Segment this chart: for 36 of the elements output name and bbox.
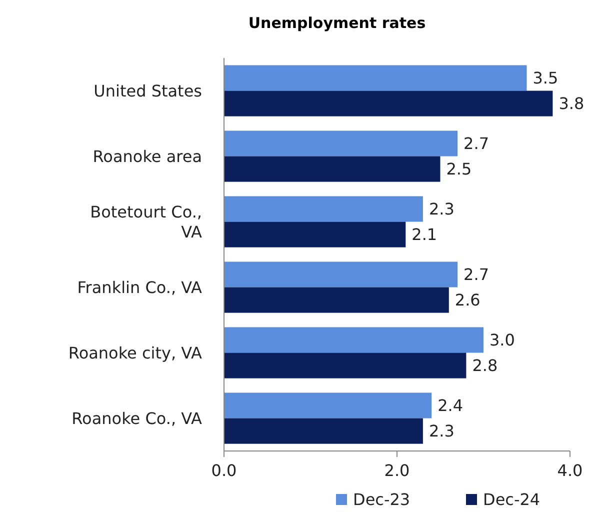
x-tick-label: 0.0 [211,461,237,480]
x-tick-label: 2.0 [384,461,410,480]
bar [224,392,432,418]
data-label: 2.5 [446,160,472,179]
y-tick-label: Roanoke city, VA [68,343,202,362]
y-tick-label: Roanoke Co., VA [72,408,202,428]
data-label: 3.8 [558,94,584,114]
data-label: 2.7 [464,265,490,284]
bar [224,418,423,444]
x-tick-label: 4.0 [557,461,583,480]
data-label: 2.3 [428,200,454,219]
data-label: 2.4 [438,396,464,416]
data-label: 2.3 [428,422,454,441]
bar [224,196,423,222]
legend-label: Dec-23 [353,490,410,509]
bar [224,130,458,156]
data-label: 2.8 [472,356,498,376]
bar [224,352,466,378]
bar [224,287,449,313]
bar [224,156,440,182]
data-label: 3.0 [490,330,515,350]
bar [224,327,484,353]
y-tick-label: Roanoke area [92,146,202,166]
data-label: 2.7 [464,134,490,154]
y-tick-label: Botetourt Co., VA [90,202,202,242]
bar [224,262,458,288]
bar [224,90,553,116]
legend-label: Dec-24 [483,490,540,509]
y-tick-label: United States [94,81,202,100]
data-label: 2.1 [412,225,438,244]
data-label: 3.5 [532,68,558,88]
chart-title: Unemployment rates [248,14,426,32]
data-label: 2.6 [454,290,480,310]
bar [224,65,527,91]
bar [224,222,406,248]
y-tick-label: Franklin Co., VA [77,278,202,297]
